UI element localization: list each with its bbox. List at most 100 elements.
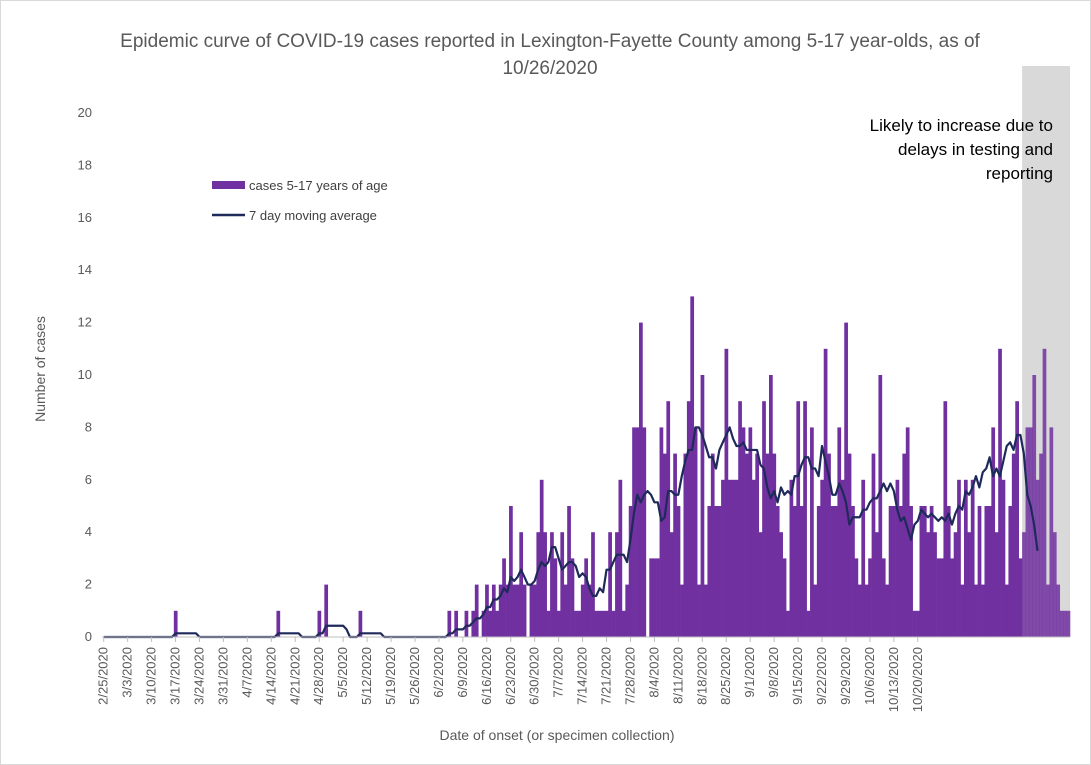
bar-day-265 [1008,506,1013,637]
bar-day-164 [662,453,667,637]
bar-day-245 [940,558,944,637]
bar-day-195 [768,375,773,637]
bar-day-251 [960,584,965,637]
y-tick-label: 20 [78,105,92,120]
bar-day-208 [813,584,818,637]
bar-day-187 [741,427,746,637]
bar-day-150 [615,532,619,637]
bar-day-192 [758,532,763,637]
bar-day-229 [885,584,890,637]
x-tick-label: 4/7/2020 [239,647,254,698]
bar-day-154 [628,506,633,637]
x-tick-label: 9/1/2020 [742,647,757,698]
bar-day-239 [919,506,924,637]
bar-day-129 [543,532,547,637]
bar-day-191 [755,453,760,637]
bar-day-253 [967,532,972,637]
x-tick-label: 8/4/2020 [646,647,661,698]
bar-day-135 [563,584,568,637]
bar-day-230 [888,506,893,637]
bar-day-200 [786,610,790,637]
x-tick-label: 5/26/2020 [407,647,422,705]
bar-day-136 [567,506,571,637]
bar-day-219 [851,506,855,637]
bar-day-264 [1005,584,1009,637]
bar-day-109 [474,584,479,637]
bar-day-122 [519,532,524,637]
bar-day-158 [642,427,647,637]
y-tick-label: 2 [85,577,92,592]
bar-day-276 [1046,584,1050,637]
x-tick-label: 2/25/2020 [96,647,111,705]
annotation-line-1: Likely to increase due to [870,116,1053,135]
bar-day-147 [604,610,609,637]
x-tick-label: 3/24/2020 [191,647,206,705]
bar-day-177 [707,506,712,637]
x-tick-label: 10/20/2020 [910,647,925,712]
bar-day-127 [536,532,541,637]
bar-day-170 [683,453,688,637]
bar-day-218 [847,453,852,637]
bar-day-120 [512,584,517,637]
legend-label-cases: cases 5-17 years of age [249,178,388,193]
bar-day-146 [601,610,606,637]
bar-day-101 [447,610,452,637]
bar-day-137 [570,558,575,637]
bar-day-282 [1066,610,1071,637]
bar-day-189 [748,427,753,637]
bar-day-272 [1032,375,1037,637]
bar-day-153 [625,584,630,637]
x-tick-label: 5/19/2020 [383,647,398,705]
bar-day-174 [697,584,701,637]
x-tick-label: 9/8/2020 [766,647,781,698]
bar-day-182 [724,348,729,637]
bar-day-161 [652,558,657,637]
bar-day-155 [632,427,636,637]
bar-day-75 [358,610,363,637]
bar-day-213 [830,506,835,637]
bar-day-242 [929,506,934,637]
bar-day-270 [1025,427,1030,637]
bar-day-260 [991,427,996,637]
bar-day-112 [485,584,489,637]
bar-day-148 [608,532,612,637]
bar-day-108 [471,610,476,637]
y-tick-label: 16 [78,210,92,225]
bar-day-168 [676,506,681,637]
bar-day-142 [587,584,592,637]
bar-day-206 [806,610,811,637]
bar-day-179 [714,506,718,637]
x-tick-label: 8/18/2020 [694,647,709,705]
bar-day-185 [734,479,739,637]
bar-day-140 [580,584,585,637]
bar-day-280 [1059,610,1064,637]
bar-day-149 [611,610,616,637]
bar-day-21 [173,610,178,637]
bar-day-193 [762,401,766,637]
bar-day-181 [721,479,725,637]
bar-day-221 [857,584,862,637]
bar-day-131 [550,532,554,637]
bar-day-281 [1063,610,1067,637]
bar-day-183 [727,479,732,637]
bar-day-258 [984,506,989,637]
bar-day-162 [656,558,660,637]
y-tick-label: 12 [78,315,92,330]
bar-day-197 [775,506,780,637]
bar-day-163 [659,427,664,637]
y-tick-label: 8 [85,419,92,434]
bar-day-266 [1011,453,1016,637]
x-tick-label: 5/5/2020 [335,647,350,698]
bar-day-269 [1022,532,1026,637]
bar-day-184 [731,479,736,637]
bar-day-202 [792,506,797,637]
bar-day-256 [977,506,982,637]
x-tick-label: 3/3/2020 [120,647,135,698]
bar-day-217 [844,322,848,637]
bar-day-198 [779,532,783,637]
x-tick-label: 3/31/2020 [215,647,230,705]
bar-day-250 [957,479,961,637]
bar-day-278 [1052,532,1057,637]
legend: cases 5-17 years of age 7 day moving ave… [212,178,388,223]
annotation-line-3: reporting [986,164,1053,183]
